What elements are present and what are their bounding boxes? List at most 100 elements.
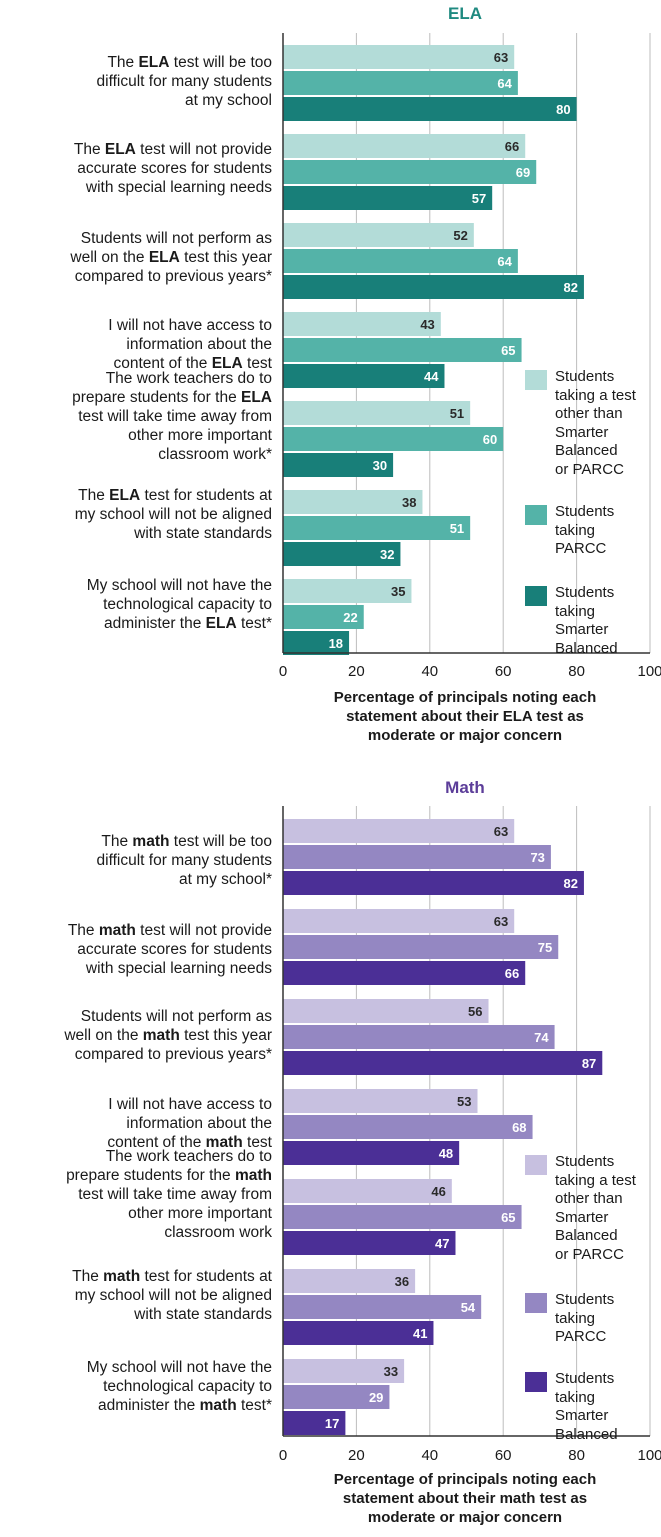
bar xyxy=(283,961,526,985)
bar xyxy=(283,401,471,425)
bar xyxy=(283,364,445,388)
legend-label: Students taking Smarter Balanced xyxy=(555,1370,618,1443)
bar xyxy=(283,45,515,69)
bar-value-label: 65 xyxy=(501,343,515,358)
bar-value-label: 33 xyxy=(384,1364,398,1379)
legend-swatch xyxy=(525,505,547,525)
math-chart-panel: Math The math test will be too difficult … xyxy=(0,775,661,1537)
bar-value-label: 44 xyxy=(424,369,439,384)
category-label: The ELA test will be too difficult for ma… xyxy=(96,54,272,109)
x-tick-label: 20 xyxy=(348,1447,365,1464)
bar-value-label: 63 xyxy=(494,914,508,929)
bar xyxy=(283,935,559,959)
bar-value-label: 53 xyxy=(457,1094,471,1109)
x-tick-label: 40 xyxy=(421,663,438,680)
bar xyxy=(283,605,364,629)
bar-value-label: 64 xyxy=(497,76,512,91)
category-label: Students will not perform as well on the … xyxy=(70,230,272,285)
bar xyxy=(283,1025,555,1049)
bar xyxy=(283,312,441,336)
legend-label: Students taking PARCC xyxy=(555,1291,615,1345)
bar-value-label: 36 xyxy=(395,1274,409,1289)
x-tick-label: 60 xyxy=(495,663,512,680)
bar-value-label: 43 xyxy=(420,317,434,332)
bar-value-label: 52 xyxy=(453,228,467,243)
legend-swatch xyxy=(525,1293,547,1313)
bar-value-label: 87 xyxy=(582,1056,596,1071)
x-tick-label: 0 xyxy=(279,663,287,680)
bar xyxy=(283,819,515,843)
bar xyxy=(283,1179,452,1203)
bar-value-label: 82 xyxy=(563,876,577,891)
x-axis-title: Percentage of principals noting each stat… xyxy=(333,1471,597,1526)
bar-value-label: 51 xyxy=(450,521,464,536)
bar xyxy=(283,134,526,158)
bar xyxy=(283,909,515,933)
bar-value-label: 75 xyxy=(538,940,552,955)
bar-value-label: 51 xyxy=(450,406,464,421)
bar xyxy=(283,97,577,121)
legend-label: Students taking PARCC xyxy=(555,503,615,557)
legend-swatch xyxy=(525,586,547,606)
bar-value-label: 30 xyxy=(373,458,387,473)
bar-value-label: 64 xyxy=(497,254,512,269)
ela-chart-panel: ELA The ELA test will be too difficult fo… xyxy=(0,0,661,744)
bar xyxy=(283,186,493,210)
bar-value-label: 63 xyxy=(494,824,508,839)
bar-value-label: 18 xyxy=(329,636,343,651)
bar-value-label: 60 xyxy=(483,432,497,447)
bar xyxy=(283,338,522,362)
bar xyxy=(283,1269,416,1293)
category-label: My school will not have the technological… xyxy=(86,1359,272,1414)
bar xyxy=(283,160,537,184)
x-tick-label: 60 xyxy=(495,1447,512,1464)
bar xyxy=(283,275,584,299)
bar xyxy=(283,1411,346,1435)
x-tick-label: 100 xyxy=(637,663,661,680)
bar xyxy=(283,1359,405,1383)
bar-value-label: 29 xyxy=(369,1390,383,1405)
x-axis-title: Percentage of principals noting each stat… xyxy=(333,689,597,744)
bar xyxy=(283,223,474,247)
bar-value-label: 82 xyxy=(563,280,577,295)
bar-value-label: 63 xyxy=(494,50,508,65)
bar xyxy=(283,1089,478,1113)
bar xyxy=(283,1295,482,1319)
bar-plot: 63 64 80 66 69 57 52 64 82 43 65 44 51 60 30 38 51 32 35 22… xyxy=(279,33,661,680)
bar-value-label: 47 xyxy=(435,1236,449,1251)
bar xyxy=(283,249,518,273)
legend-label: Students taking a test other than Smarter Ba… xyxy=(555,368,636,478)
x-tick-label: 20 xyxy=(348,663,365,680)
bar-value-label: 41 xyxy=(413,1326,427,1341)
bar-plot: 63 73 82 63 75 66 56 74 87 53 68 48 46 65 47 36 54 41 3329… xyxy=(279,806,661,1464)
bar xyxy=(283,71,518,95)
chart-title: ELA xyxy=(448,4,482,23)
legend-label: Students taking Smarter Balanced xyxy=(555,584,618,657)
bar xyxy=(283,1051,603,1075)
bar xyxy=(283,453,394,477)
bar-value-label: 54 xyxy=(461,1300,476,1315)
bar xyxy=(283,1141,460,1165)
bar-value-label: 69 xyxy=(516,165,530,180)
legend-swatch xyxy=(525,370,547,390)
bar-value-label: 74 xyxy=(534,1030,549,1045)
category-label: I will not have access to information abo… xyxy=(108,317,272,372)
bar xyxy=(283,871,584,895)
category-label: The work teachers do to prepare students … xyxy=(72,370,272,463)
bar-value-label: 48 xyxy=(439,1146,453,1161)
bar-value-label: 66 xyxy=(505,966,519,981)
bar-value-label: 65 xyxy=(501,1210,515,1225)
bar xyxy=(283,1321,434,1345)
bar-value-label: 66 xyxy=(505,139,519,154)
chart-title: Math xyxy=(445,778,485,797)
category-label: Students will not perform as well on the … xyxy=(64,1008,272,1063)
bar-value-label: 57 xyxy=(472,191,486,206)
bar-value-label: 32 xyxy=(380,547,394,562)
category-label: I will not have access to information abo… xyxy=(107,1096,272,1151)
x-tick-label: 80 xyxy=(568,1447,585,1464)
bar xyxy=(283,579,412,603)
bar-value-label: 68 xyxy=(512,1120,526,1135)
bar xyxy=(283,427,504,451)
legend-swatch xyxy=(525,1155,547,1175)
bar-value-label: 35 xyxy=(391,584,405,599)
